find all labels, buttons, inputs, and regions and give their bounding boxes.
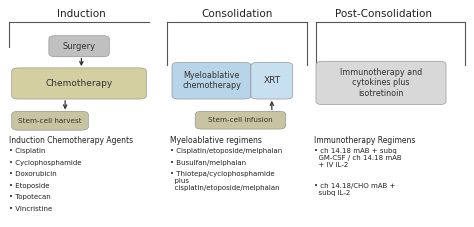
FancyBboxPatch shape	[49, 36, 109, 57]
Text: • ch 14.18 mAB + subq
  GM-CSF / ch 14.18 mAB
  + IV IL-2: • ch 14.18 mAB + subq GM-CSF / ch 14.18 …	[314, 148, 401, 168]
Text: Myeloablative
chemotherapy: Myeloablative chemotherapy	[182, 71, 241, 90]
Text: • Thiotepa/cyclophosphamide
  plus
  cisplatin/etoposide/melphalan: • Thiotepa/cyclophosphamide plus cisplat…	[170, 171, 279, 191]
Text: • Busulfan/melphalan: • Busulfan/melphalan	[170, 160, 246, 165]
Text: • Cisplatin/etoposide/melphalan: • Cisplatin/etoposide/melphalan	[170, 148, 282, 154]
Text: • Etoposide: • Etoposide	[9, 183, 50, 189]
Text: • Cyclophosphamide: • Cyclophosphamide	[9, 160, 82, 165]
FancyBboxPatch shape	[172, 62, 251, 99]
FancyBboxPatch shape	[12, 111, 88, 130]
FancyBboxPatch shape	[12, 68, 146, 99]
Text: • Cisplatin: • Cisplatin	[9, 148, 46, 154]
FancyBboxPatch shape	[251, 62, 293, 99]
Text: • Doxorubicin: • Doxorubicin	[9, 171, 57, 177]
Text: • Vincristine: • Vincristine	[9, 206, 53, 212]
Text: Induction Chemotherapy Agents: Induction Chemotherapy Agents	[9, 136, 134, 145]
FancyBboxPatch shape	[316, 61, 446, 105]
FancyBboxPatch shape	[195, 111, 286, 129]
Text: Stem-cell infusion: Stem-cell infusion	[208, 117, 273, 123]
Text: • ch 14.18/CHO mAB +
  subq IL-2: • ch 14.18/CHO mAB + subq IL-2	[314, 183, 395, 196]
Text: XRT: XRT	[263, 76, 281, 85]
Text: Induction: Induction	[57, 9, 106, 19]
Text: Immunotherapy and
cytokines plus
isotretinoin: Immunotherapy and cytokines plus isotret…	[340, 68, 422, 98]
Text: Chemotherapy: Chemotherapy	[46, 79, 113, 88]
Text: Stem-cell harvest: Stem-cell harvest	[18, 118, 82, 124]
Text: Immunotherapy Regimens: Immunotherapy Regimens	[314, 136, 415, 145]
Text: Consolidation: Consolidation	[201, 9, 273, 19]
Text: Myeloablative regimens: Myeloablative regimens	[170, 136, 262, 145]
Text: • Topotecan: • Topotecan	[9, 194, 51, 200]
Text: Post-Consolidation: Post-Consolidation	[335, 9, 432, 19]
Text: Surgery: Surgery	[63, 42, 96, 51]
